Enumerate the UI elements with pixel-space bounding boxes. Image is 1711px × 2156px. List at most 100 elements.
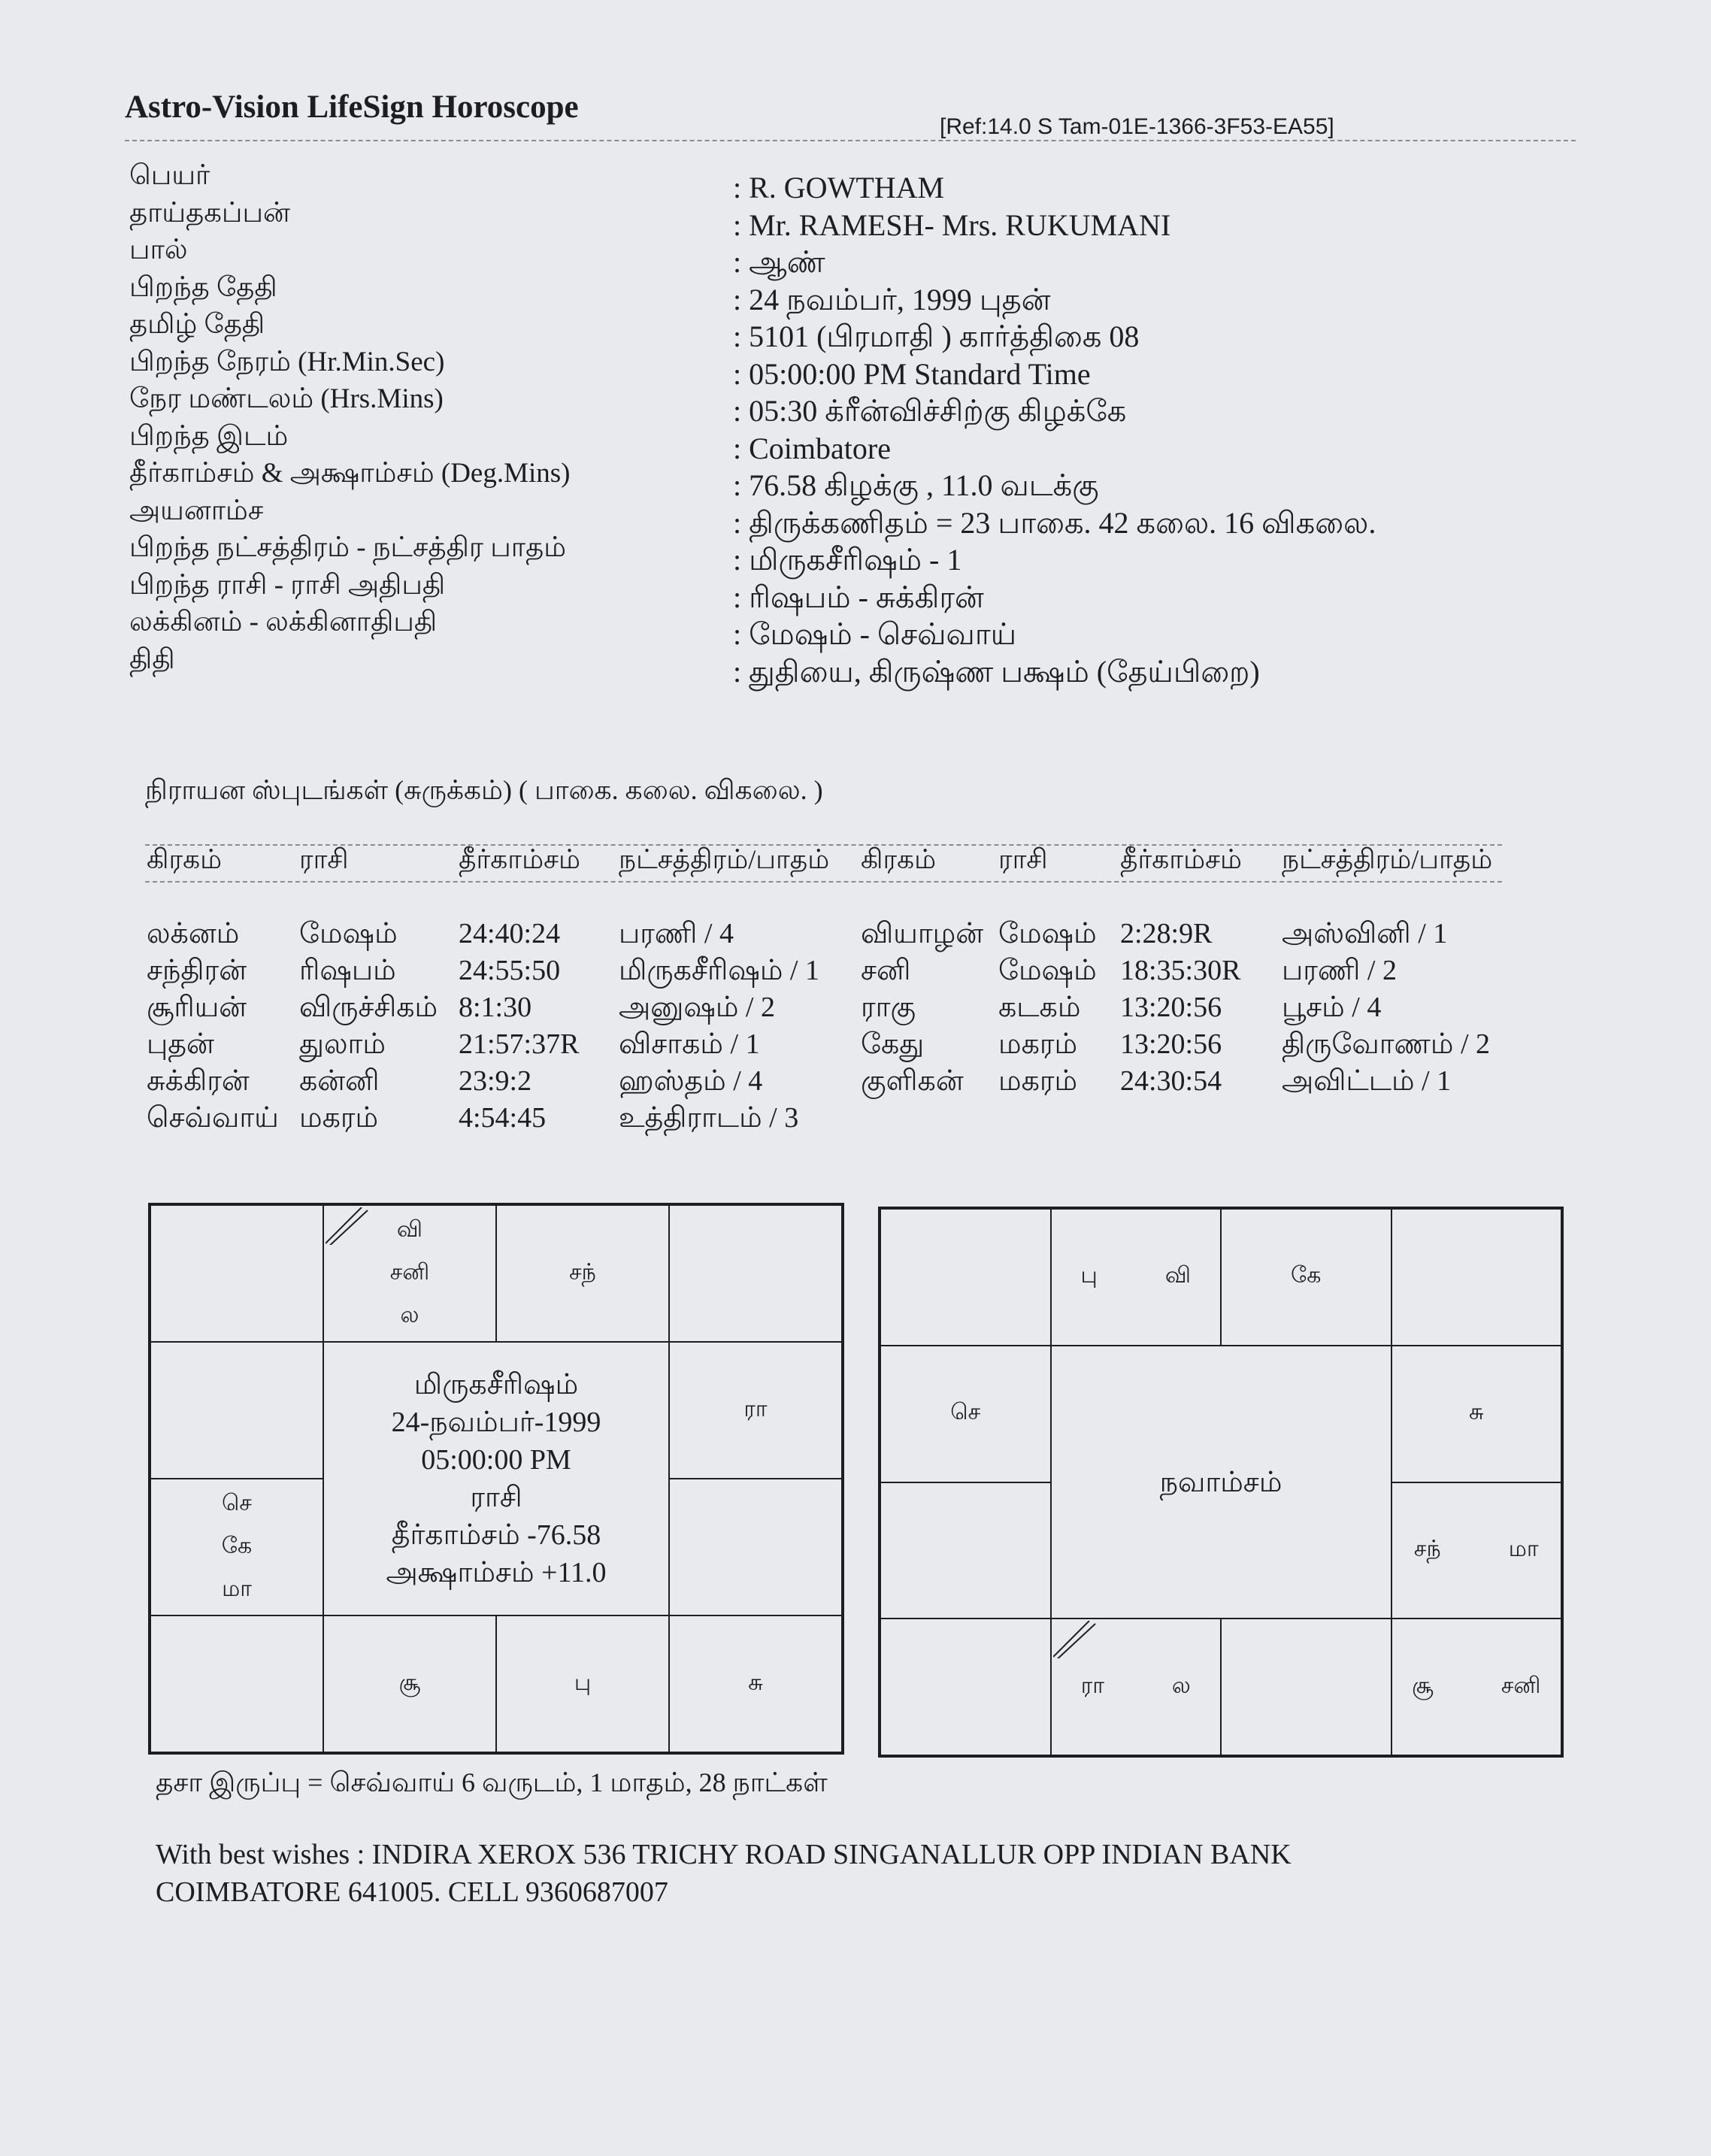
table-cell: ரிஷபம்: [299, 955, 396, 986]
table-cell: 4:54:45: [459, 1102, 547, 1134]
center-line: நவாம்சம்: [1159, 1466, 1282, 1498]
table-cell: 24:30:54: [1120, 1065, 1222, 1097]
info-value: : மேஷம் - செவ்வாய்: [733, 617, 1017, 651]
info-value: : Coimbatore: [733, 431, 891, 465]
house-planets: சூ: [399, 1670, 421, 1699]
wishes-line-2: COIMBATORE 641005. CELL 9360687007: [156, 1876, 668, 1908]
navamsa-chart: பு வி கே செ சு சந் மா ரா ல சூ சனி நவாம்சம்: [878, 1207, 1564, 1758]
planet-abbrev: சந்: [569, 1258, 596, 1285]
planet-abbrev: ல: [1171, 1672, 1191, 1699]
table-cell: சந்திரன்: [147, 955, 247, 986]
table-cell: மகரம்: [998, 1065, 1078, 1097]
table-cell: மேஷம்: [299, 918, 398, 949]
table-cell: மகரம்: [998, 1028, 1078, 1060]
info-value: : துதியை, கிருஷ்ண பக்ஷம் (தேய்பிறை): [733, 654, 1260, 689]
table-top-rule: [145, 844, 1502, 846]
center-line: 24-நவம்பர்-1999: [391, 1407, 601, 1438]
lagna-marker-icon: [1052, 1621, 1096, 1659]
info-label: லக்கினம் - லக்கினாதிபதி: [129, 607, 438, 637]
house-planets: பு: [574, 1670, 591, 1699]
table-cell: பரணி / 2: [1282, 955, 1397, 986]
house-planets: சந் மா: [1414, 1536, 1539, 1565]
house-virgo: சூ சனி: [1391, 1619, 1561, 1755]
info-label: பிறந்த இடம்: [129, 420, 289, 452]
center-line: தீர்காம்சம் -76.58: [391, 1519, 601, 1551]
table-cell: விருச்சிகம்: [299, 992, 438, 1023]
table-cell: அஸ்வினி / 1: [1282, 918, 1448, 949]
table-cell: கடகம்: [998, 992, 1081, 1023]
table-cell: சுக்கிரன்: [147, 1065, 250, 1097]
column-header: தீர்காம்சம்: [1120, 844, 1242, 874]
table-cell: அனுஷம் / 2: [619, 992, 775, 1023]
table-cell: மகரம்: [299, 1102, 379, 1134]
table-cell: 13:20:56: [1120, 992, 1222, 1023]
planet-abbrev: கே: [1291, 1262, 1322, 1289]
house-aries: பு வி: [1050, 1209, 1221, 1346]
house-sagittarius: [880, 1619, 1051, 1755]
planet-abbrev: சூ: [398, 1669, 421, 1696]
planet-abbrev: செ: [222, 1489, 252, 1516]
planet-abbrev: செ: [950, 1399, 981, 1426]
house-cancer: ரா: [669, 1342, 842, 1479]
planet-abbrev: சனி: [389, 1258, 430, 1285]
house-capricorn: [880, 1482, 1051, 1619]
info-label: பிறந்த ராசி - ராசி அதிபதி: [129, 569, 446, 601]
planet-abbrev: சூ: [1412, 1672, 1434, 1699]
info-label: அயனாம்ச: [129, 495, 264, 526]
lagna-marker-icon: [326, 1207, 368, 1245]
info-value: : ஆண்: [733, 245, 825, 279]
column-header: தீர்காம்சம்: [459, 844, 580, 874]
house-pisces: [880, 1209, 1051, 1346]
house-planets: ரா ல: [1081, 1673, 1191, 1702]
table-cell: 8:1:30: [459, 992, 532, 1023]
header-divider: [125, 140, 1576, 141]
info-value: : ரிஷபம் - சுக்கிரன்: [733, 580, 984, 614]
column-header: நட்சத்திரம்/பாதம்: [619, 844, 830, 874]
table-cell: 24:40:24: [459, 918, 561, 949]
house-capricorn: செ கே மா: [150, 1479, 323, 1615]
table-cell: அவிட்டம் / 1: [1282, 1065, 1452, 1097]
house-planets: சு: [748, 1670, 763, 1699]
planet-abbrev: ரா: [1080, 1672, 1104, 1699]
table-cell: ஹஸ்தம் / 4: [619, 1065, 763, 1097]
house-planets: சூ சனி: [1412, 1673, 1540, 1702]
dasa-balance: தசா இருப்பு = செவ்வாய் 6 வருடம், 1 மாதம்…: [156, 1767, 828, 1797]
house-scorpio: சூ: [323, 1615, 496, 1752]
house-taurus: சந்: [496, 1205, 669, 1342]
planet-abbrev: பு: [1080, 1262, 1098, 1289]
center-line: மிருகசீரிஷம்: [413, 1369, 579, 1400]
planet-abbrev: வி: [1164, 1262, 1191, 1289]
info-label: பிறந்த தேதி: [129, 271, 277, 303]
house-aries: வி சனி ல: [323, 1205, 496, 1342]
house-planets: சந்: [569, 1259, 596, 1288]
info-label: தாய்தகப்பன்: [129, 197, 290, 229]
info-value: : 05:30 க்ரீன்விச்சிற்கு கிழக்கே: [733, 394, 1127, 428]
table-cell: லக்னம்: [147, 918, 240, 949]
planet-abbrev: சு: [748, 1669, 763, 1696]
house-planets: வி சனி ல: [390, 1216, 430, 1331]
info-value: : 76.58 கிழக்கு , 11.0 வடக்கு: [733, 468, 1099, 502]
planet-positions-heading: நிராயன ஸ்புடங்கள் (சுருக்கம்) ( பாகை. கல…: [145, 775, 823, 805]
planet-abbrev: சு: [1468, 1399, 1484, 1426]
info-value: : Mr. RAMESH- Mrs. RUKUMANI: [733, 207, 1171, 242]
house-planets: செ கே மா: [222, 1490, 253, 1605]
house-aquarius: [150, 1342, 323, 1479]
reference-code: [Ref:14.0 S Tam-01E-1366-3F53-EA55]: [940, 114, 1334, 139]
house-libra: பு: [496, 1615, 669, 1752]
table-cell: கன்னி: [299, 1065, 380, 1097]
info-value: : 5101 (பிரமாதி ) கார்த்திகை 08: [733, 319, 1140, 353]
table-cell: 18:35:30R: [1120, 955, 1241, 986]
house-sagittarius: [150, 1615, 323, 1752]
table-cell: சனி: [861, 955, 911, 986]
info-label: பிறந்த நேரம் (Hr.Min.Sec): [129, 346, 445, 377]
house-taurus: கே: [1221, 1209, 1392, 1346]
center-line: ராசி: [470, 1482, 522, 1513]
center-line: 05:00:00 PM: [421, 1444, 571, 1476]
planet-abbrev: சந்: [1413, 1535, 1441, 1562]
table-cell: ராகு: [861, 992, 916, 1023]
table-cell: குளிகன்: [861, 1065, 964, 1097]
planet-abbrev: வி: [396, 1216, 423, 1243]
chart-center: நவாம்சம்: [1050, 1345, 1392, 1619]
house-aquarius: செ: [880, 1345, 1051, 1482]
rasi-chart: வி சனி ல சந் ரா செ கே மா சூ பு சு மிருகசீரிஷம் 24-நவ…: [148, 1203, 844, 1755]
